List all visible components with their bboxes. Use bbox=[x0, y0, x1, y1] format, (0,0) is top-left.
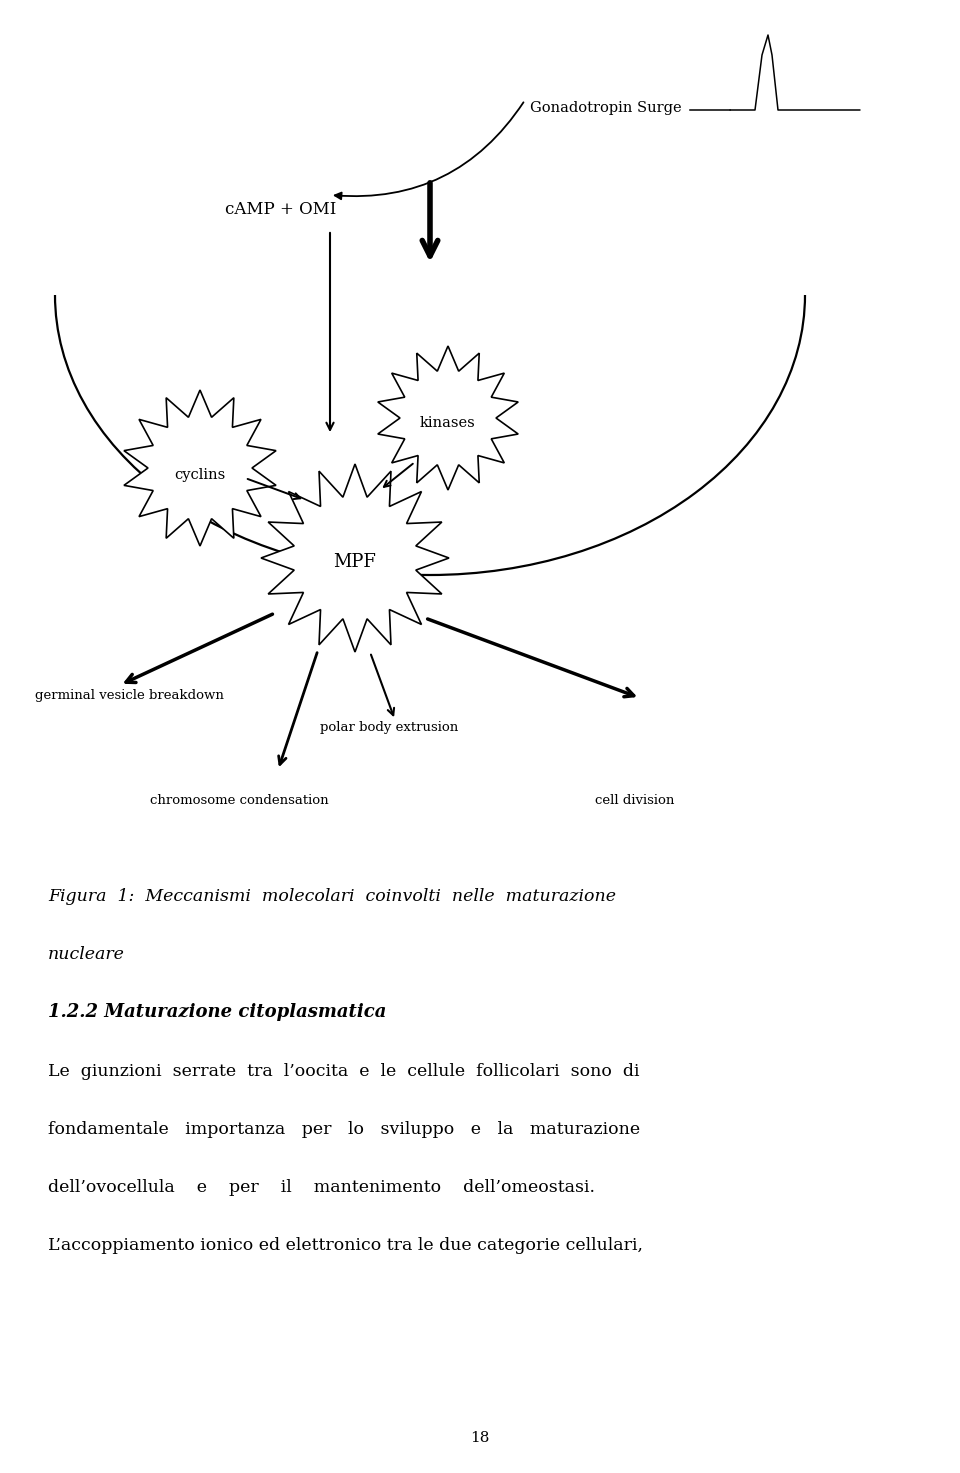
FancyArrowPatch shape bbox=[335, 102, 523, 199]
Text: cyclins: cyclins bbox=[175, 468, 226, 482]
Text: 1.2.2 Maturazione citoplasmatica: 1.2.2 Maturazione citoplasmatica bbox=[48, 1003, 386, 1021]
Text: Gonadotropin Surge: Gonadotropin Surge bbox=[530, 102, 682, 115]
Text: polar body extrusion: polar body extrusion bbox=[320, 722, 458, 735]
Text: nucleare: nucleare bbox=[48, 946, 125, 963]
Text: chromosome condensation: chromosome condensation bbox=[150, 794, 328, 807]
Polygon shape bbox=[124, 390, 276, 546]
Text: cAMP + OMI: cAMP + OMI bbox=[225, 202, 336, 218]
Text: fondamentale   importanza   per   lo   sviluppo   e   la   maturazione: fondamentale importanza per lo sviluppo … bbox=[48, 1121, 640, 1139]
Text: 18: 18 bbox=[470, 1430, 490, 1445]
Text: germinal vesicle breakdown: germinal vesicle breakdown bbox=[35, 688, 224, 701]
Text: Figura  1:  Meccanismi  molecolari  coinvolti  nelle  maturazione: Figura 1: Meccanismi molecolari coinvolt… bbox=[48, 888, 616, 904]
Text: cell division: cell division bbox=[595, 794, 674, 807]
Text: Le  giunzioni  serrate  tra  l’oocita  e  le  cellule  follicolari  sono  di: Le giunzioni serrate tra l’oocita e le c… bbox=[48, 1064, 639, 1080]
Text: dell’ovocellula    e    per    il    mantenimento    dell’omeostasi.: dell’ovocellula e per il mantenimento de… bbox=[48, 1178, 595, 1196]
Polygon shape bbox=[261, 464, 449, 653]
Text: L’accoppiamento ionico ed elettronico tra le due categorie cellulari,: L’accoppiamento ionico ed elettronico tr… bbox=[48, 1237, 643, 1254]
Text: MPF: MPF bbox=[333, 552, 376, 572]
Text: kinases: kinases bbox=[420, 415, 476, 430]
Polygon shape bbox=[378, 346, 518, 491]
